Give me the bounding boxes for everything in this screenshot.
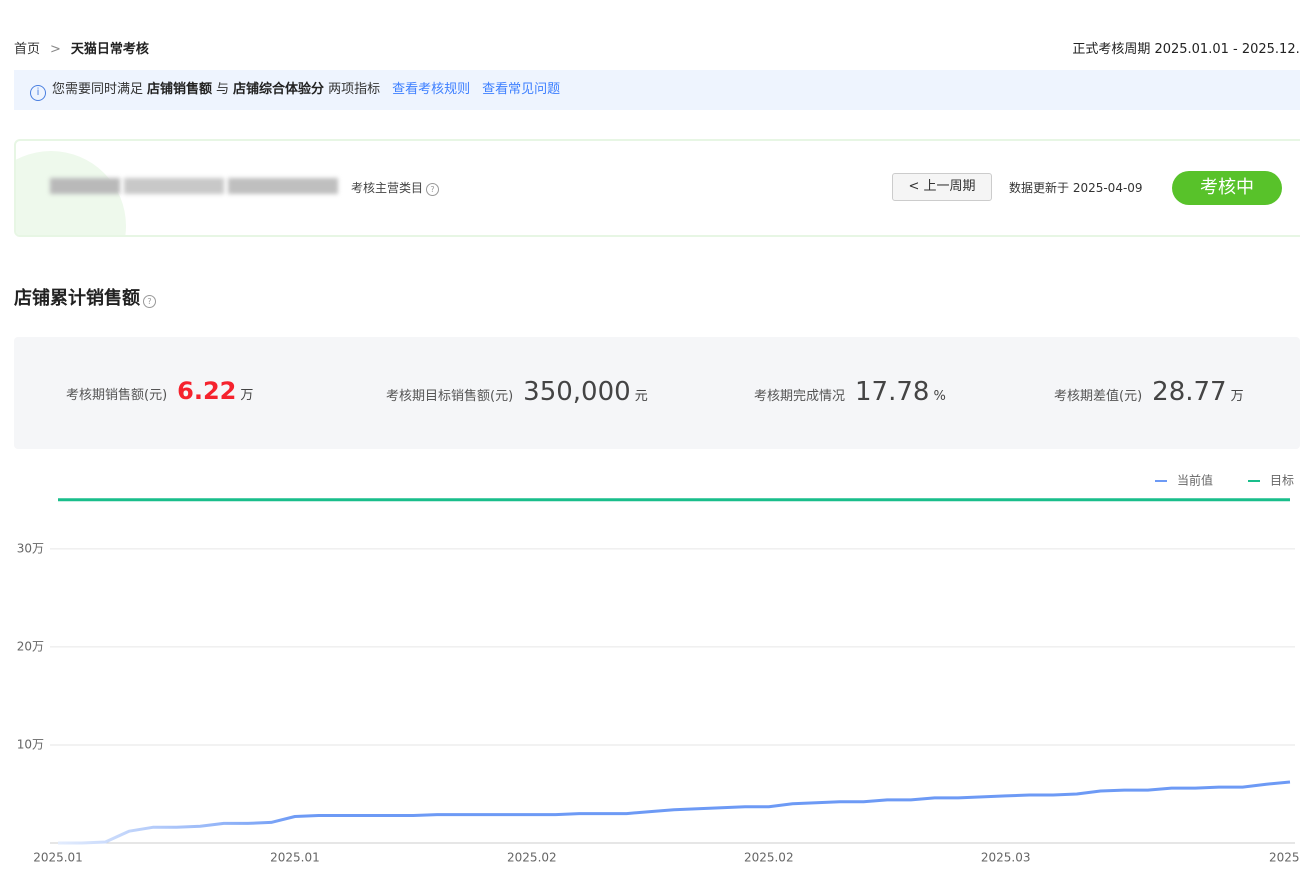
notice-bar: i 您需要同时满足 店铺销售额与店铺综合体验分 两项指标 查看考核规则 查看常见问题 [14, 70, 1300, 110]
stat-label: 考核期差值(元) [1054, 389, 1143, 404]
y-tick-label: 30万 [17, 541, 44, 555]
update-time: 数据更新于 2025-04-09 [1009, 181, 1143, 195]
notice-metric: 店铺销售额 [147, 82, 213, 97]
notice-metric: 店铺综合体验分 [233, 82, 325, 97]
notice-text: 您需要同时满足 [52, 82, 144, 97]
category-label: 考核主营类目? [351, 179, 440, 196]
breadcrumb: 首页 > 天猫日常考核 [14, 38, 149, 57]
blurred-name [124, 178, 224, 194]
stat: 考核期目标销售额(元) 350,000 元 [386, 377, 648, 407]
legend-label: 目标 [1270, 474, 1294, 488]
section-title: 店铺累计销售额? [14, 284, 156, 310]
stat-label: 考核期销售额(元) [66, 388, 168, 403]
x-tick-label: 2025.02 [507, 851, 557, 865]
notice-text: 与 [216, 82, 230, 97]
breadcrumb-home[interactable]: 首页 [14, 42, 41, 57]
info-icon: i [30, 85, 46, 101]
stat-value: 350,000 [523, 377, 631, 407]
stat-label: 考核期目标销售额(元) [386, 389, 514, 404]
legend-label: 当前值 [1177, 473, 1213, 488]
stats-panel: 考核期销售额(元) 6.22 万 考核期目标销售额(元) 350,000 元 考核期完成… [14, 337, 1300, 449]
period: 正式考核周期 2025.01.01 - 2025.12.3 [1072, 42, 1300, 57]
category-text: 考核主营类目 [351, 181, 424, 195]
y-tick-label: 10万 [17, 737, 44, 751]
x-tick-label: 2025.01 [33, 851, 83, 865]
help-icon[interactable]: ? [426, 183, 440, 196]
blurred-name [50, 178, 120, 194]
breadcrumb-separator: > [50, 42, 61, 57]
stat-unit: 万 [240, 388, 254, 403]
shop-card: 考核主营类目? < 上一周期 数据更新于 2025-04-09 考核中 [14, 139, 1300, 237]
y-tick-label: 20万 [17, 639, 44, 653]
stat-value: 28.77 [1152, 377, 1227, 407]
stat-unit: % [933, 389, 946, 404]
breadcrumb-current: 天猫日常考核 [70, 42, 149, 57]
section-title-text: 店铺累计销售额 [14, 288, 140, 309]
x-tick-label: 2025.01 [270, 851, 320, 865]
card-decor [16, 151, 126, 235]
x-tick-label: 2025.03 [981, 851, 1031, 865]
stat: 考核期销售额(元) 6.22 万 [66, 377, 253, 405]
status-badge: 考核中 [1172, 171, 1282, 205]
prev-period-button[interactable]: < 上一周期 [892, 173, 992, 201]
stat-label: 考核期完成情况 [754, 389, 846, 404]
stat-unit: 元 [634, 389, 648, 404]
help-icon[interactable]: ? [143, 295, 156, 308]
stat-unit: 万 [1230, 389, 1244, 404]
series-line [58, 780, 1291, 845]
stat: 考核期完成情况 17.78% [754, 377, 946, 407]
chart: 10万 20万 30万 2025.01 2025.01 2025.02 2025.02 202… [17, 473, 1300, 865]
stat: 考核期差值(元) 28.77 万 [1054, 377, 1244, 407]
faq-link[interactable]: 查看常见问题 [482, 82, 561, 97]
x-tick-label: 2025.0 [1269, 851, 1300, 865]
stat-value: 6.22 [177, 377, 237, 405]
blurred-name [228, 178, 338, 194]
notice-text: 两项指标 [328, 82, 381, 97]
x-tick-label: 2025.02 [744, 851, 794, 865]
rules-link[interactable]: 查看考核规则 [392, 82, 471, 97]
stat-value: 17.78 [855, 377, 930, 407]
